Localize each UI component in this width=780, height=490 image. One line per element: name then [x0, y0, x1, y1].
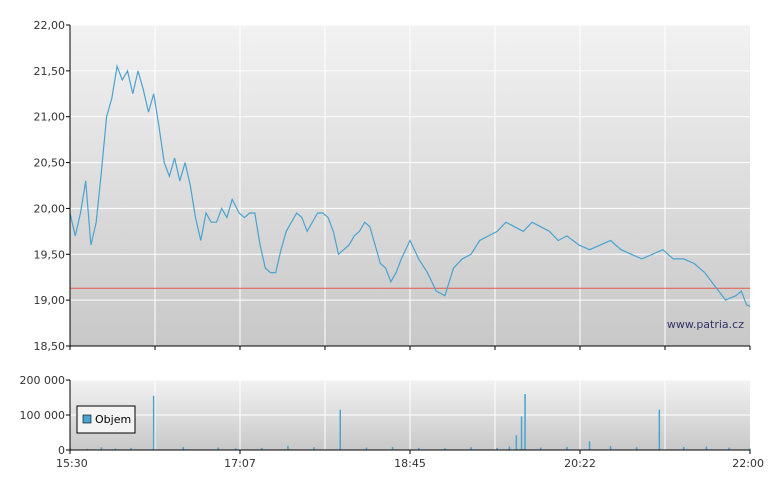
- volume-y-tick-label: 0: [58, 444, 65, 457]
- volume-bar: [540, 447, 542, 450]
- price-y-tick-label: 20,50: [34, 157, 66, 170]
- volume-bar: [261, 447, 263, 450]
- price-series-line: [69, 64, 751, 308]
- volume-y-tick-label: 100 000: [20, 409, 66, 422]
- volume-bar: [524, 394, 526, 450]
- volume-bar: [683, 446, 685, 450]
- volume-y-tick-label: 200 000: [20, 374, 66, 387]
- x-tick-label: 17:07: [224, 457, 256, 470]
- volume-bar: [234, 448, 237, 451]
- price-y-tick-label: 18,50: [34, 340, 66, 353]
- volume-bar: [313, 447, 315, 450]
- price-y-tick-label: 19,00: [34, 294, 66, 307]
- volume-grid: [70, 379, 750, 450]
- volume-bar: [114, 448, 117, 450]
- price-x-ticks: [69, 346, 751, 350]
- price-y-tick-label: 20,00: [34, 202, 66, 215]
- volume-panel: 0 100 000 200 000 15:30 17:07 18:45 20:22 22:0…: [20, 374, 765, 470]
- volume-bar: [520, 416, 523, 450]
- volume-bar: [365, 447, 368, 450]
- price-y-tick-label: 22,00: [34, 19, 66, 32]
- price-y-axis: 18,50 19,00 19,50 20,00 20,50 21,00 21,50 22,00: [34, 19, 70, 353]
- x-tick-label: 20:22: [564, 457, 596, 470]
- x-tick-label: 22:00: [732, 457, 764, 470]
- volume-bar: [749, 448, 751, 450]
- volume-bar: [728, 447, 730, 450]
- watermark: www.patria.cz: [667, 318, 744, 331]
- volume-y-axis: 0 100 000 200 000: [20, 374, 70, 457]
- volume-x-axis-labels: 15:30 17:07 18:45 20:22 22:00: [56, 450, 764, 470]
- volume-bar: [287, 445, 289, 450]
- volume-bar: [515, 435, 518, 450]
- price-y-tick-label: 19,50: [34, 248, 66, 261]
- price-y-tick-label: 21,50: [34, 65, 66, 78]
- x-tick-label: 15:30: [56, 457, 88, 470]
- price-y-tick-label: 21,00: [34, 111, 66, 124]
- legend-swatch: [82, 414, 92, 424]
- volume-bar: [339, 409, 341, 451]
- volume-bar: [566, 446, 568, 450]
- volume-bar: [588, 441, 591, 451]
- volume-bar: [658, 409, 661, 451]
- volume-bar: [152, 395, 155, 451]
- volume-bar: [182, 446, 185, 450]
- price-panel: 18,50 19,00 19,50 20,00 20,50 21,00 21,50 22,00…: [34, 19, 751, 353]
- legend-label: Objem: [95, 413, 131, 426]
- volume-bar: [444, 448, 446, 451]
- volume-bar: [130, 447, 132, 450]
- price-grid: [70, 24, 750, 346]
- volume-bar: [508, 446, 511, 450]
- volume-bar: [496, 447, 498, 450]
- volume-bars: [69, 394, 751, 451]
- x-tick-label: 18:45: [394, 457, 426, 470]
- volume-bar: [217, 447, 219, 450]
- volume-bar: [100, 447, 103, 450]
- volume-bar: [470, 447, 472, 450]
- volume-bar: [86, 448, 89, 450]
- volume-bar: [609, 446, 612, 450]
- volume-bar: [635, 447, 638, 450]
- volume-bar: [391, 446, 394, 450]
- volume-legend: Objem: [76, 405, 136, 434]
- volume-bar: [705, 446, 708, 450]
- volume-bar: [418, 447, 420, 450]
